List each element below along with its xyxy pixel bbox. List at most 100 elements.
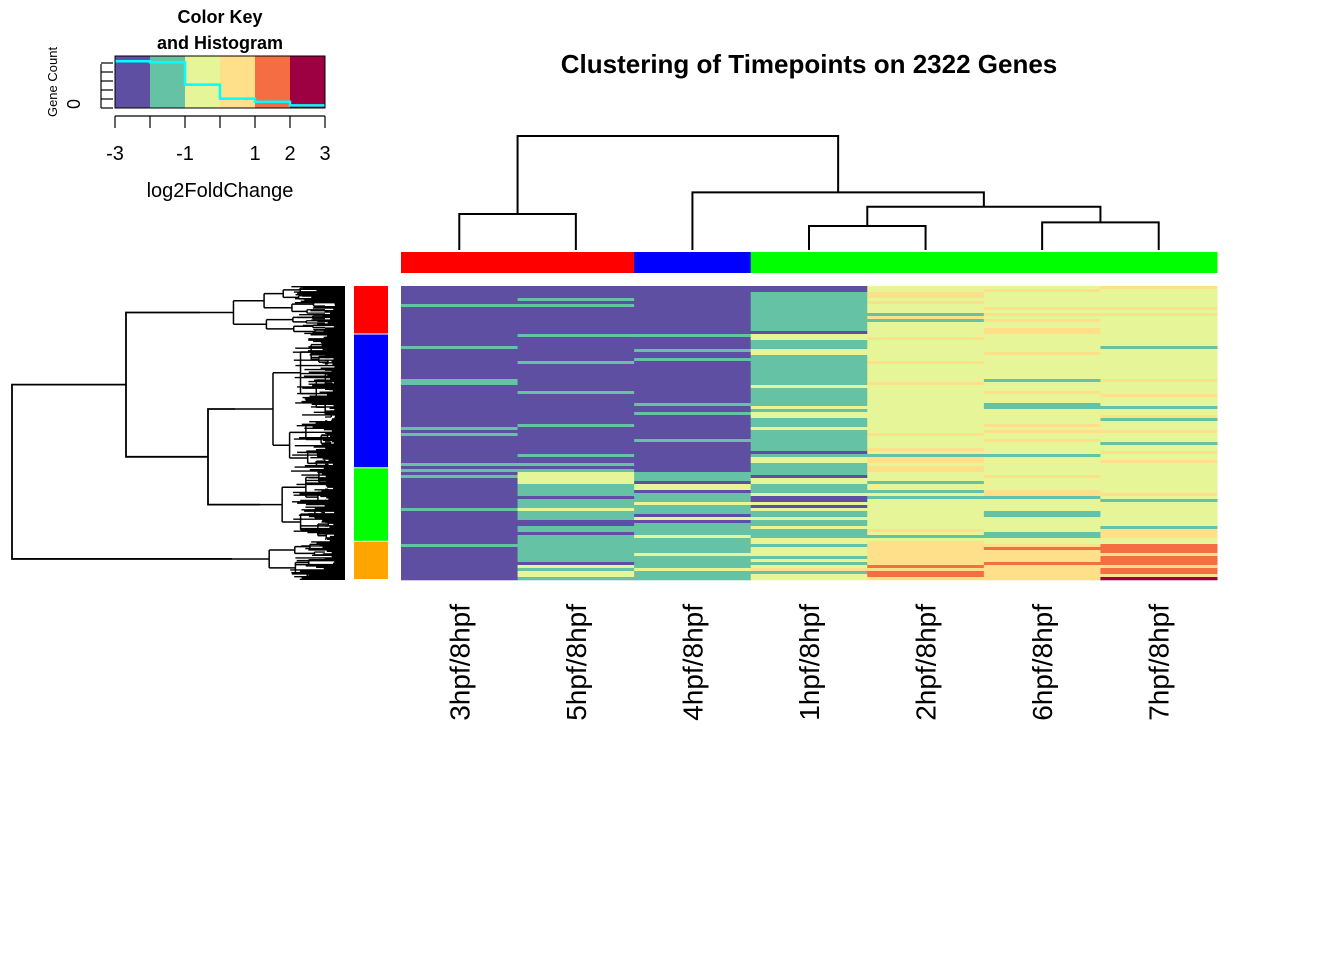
heatmap-cell [867,307,985,311]
heatmap-cell [401,493,519,497]
heatmap-cell [750,391,868,395]
heatmap-cell [517,370,635,374]
heatmap-cell [634,415,752,419]
heatmap-cell [401,343,519,347]
heatmap-cell [517,451,635,455]
row-dendrogram-branch [125,311,208,458]
heatmap-cell [750,343,868,347]
heatmap-cell [517,397,635,401]
heatmap-cell [867,319,985,323]
heatmap-cell [867,382,985,386]
heatmap-cell [401,496,519,500]
heatmap-cell [750,448,868,452]
heatmap-cell [750,361,868,365]
heatmap-cell [517,544,635,548]
heatmap-cell [401,466,519,470]
heatmap-cell [517,313,635,317]
heatmap-cell [983,559,1101,563]
heatmap-cell [401,439,519,443]
heatmap-cell [1100,529,1218,533]
heatmap-cell [634,313,752,317]
heatmap-cell [517,418,635,422]
heatmap-cell [634,433,752,437]
heatmap-cell [867,457,985,461]
heatmap-cell [1100,484,1218,488]
heatmap-cell [983,454,1101,458]
heatmap-cell [634,568,752,572]
heatmap-cell [634,535,752,539]
heatmap-cell [750,490,868,494]
heatmap-cell [983,448,1101,452]
heatmap-cell [517,457,635,461]
heatmap-cell [867,397,985,401]
column-dendrogram-branch [1041,221,1160,250]
heatmap-cell [1100,499,1218,503]
heatmap-cell [750,538,868,542]
heatmap-cell [983,493,1101,497]
heatmap-cell [1100,364,1218,368]
heatmap-cell [401,295,519,299]
heatmap-cell [750,445,868,449]
heatmap-cell [750,364,868,368]
heatmap-cell [867,493,985,497]
heatmap-cell [750,286,868,290]
heatmap-cell [401,562,519,566]
heatmap-cell [517,406,635,410]
heatmap-cell [983,385,1101,389]
heatmap-cell [517,502,635,506]
heatmap-cell [517,541,635,545]
heatmap-cell [750,454,868,458]
heatmap-cell [750,511,868,515]
heatmap-cell [867,304,985,308]
heatmap-cell [983,457,1101,461]
heatmap-cell [1100,331,1218,335]
heatmap-cell [634,340,752,344]
heatmap-cell [983,406,1101,410]
heatmap-cell [634,487,752,491]
heatmap-cell [983,565,1101,569]
heatmap-cell [983,373,1101,377]
row-dendrogram-leaves [290,285,345,581]
heatmap-cell [867,442,985,446]
heatmap-cell [401,571,519,575]
heatmap-cell [1100,391,1218,395]
heatmap-cell [1100,343,1218,347]
heatmap-cell [517,412,635,416]
heatmap-cell [634,481,752,485]
row-side-color [354,541,388,579]
heatmap-cell [634,493,752,497]
heatmap-cell [750,340,868,344]
heatmap-cell [517,364,635,368]
heatmap-cell [517,373,635,377]
heatmap-cell [983,298,1101,302]
heatmap-cell [867,541,985,545]
heatmap-cell [401,319,519,323]
heatmap-cell [634,490,752,494]
column-dendrogram-branch [516,135,840,214]
heatmap-cell [634,343,752,347]
heatmap-cell [750,508,868,512]
heatmap-cell [634,571,752,575]
heatmap-cell [401,379,519,383]
heatmap-cell [401,433,519,437]
heatmap-cell [517,529,635,533]
heatmap-cell [1100,361,1218,365]
heatmap-cell [750,529,868,533]
heatmap-cell [983,424,1101,428]
heatmap-cell [634,412,752,416]
heatmap-cell [750,550,868,554]
heatmap-cell [517,484,635,488]
heatmap-cell [401,430,519,434]
heatmap-cell [983,340,1101,344]
heatmap-cell [750,568,868,572]
heatmap-cell [867,295,985,299]
heatmap-cell [750,409,868,413]
heatmap-cell [750,337,868,341]
heatmap-cell [1100,409,1218,413]
heatmap-cell [867,571,985,575]
heatmap-cell [401,520,519,524]
heatmap-cell [867,469,985,473]
row-side-color [354,286,388,334]
heatmap-cell [401,307,519,311]
heatmap-cell [634,439,752,443]
